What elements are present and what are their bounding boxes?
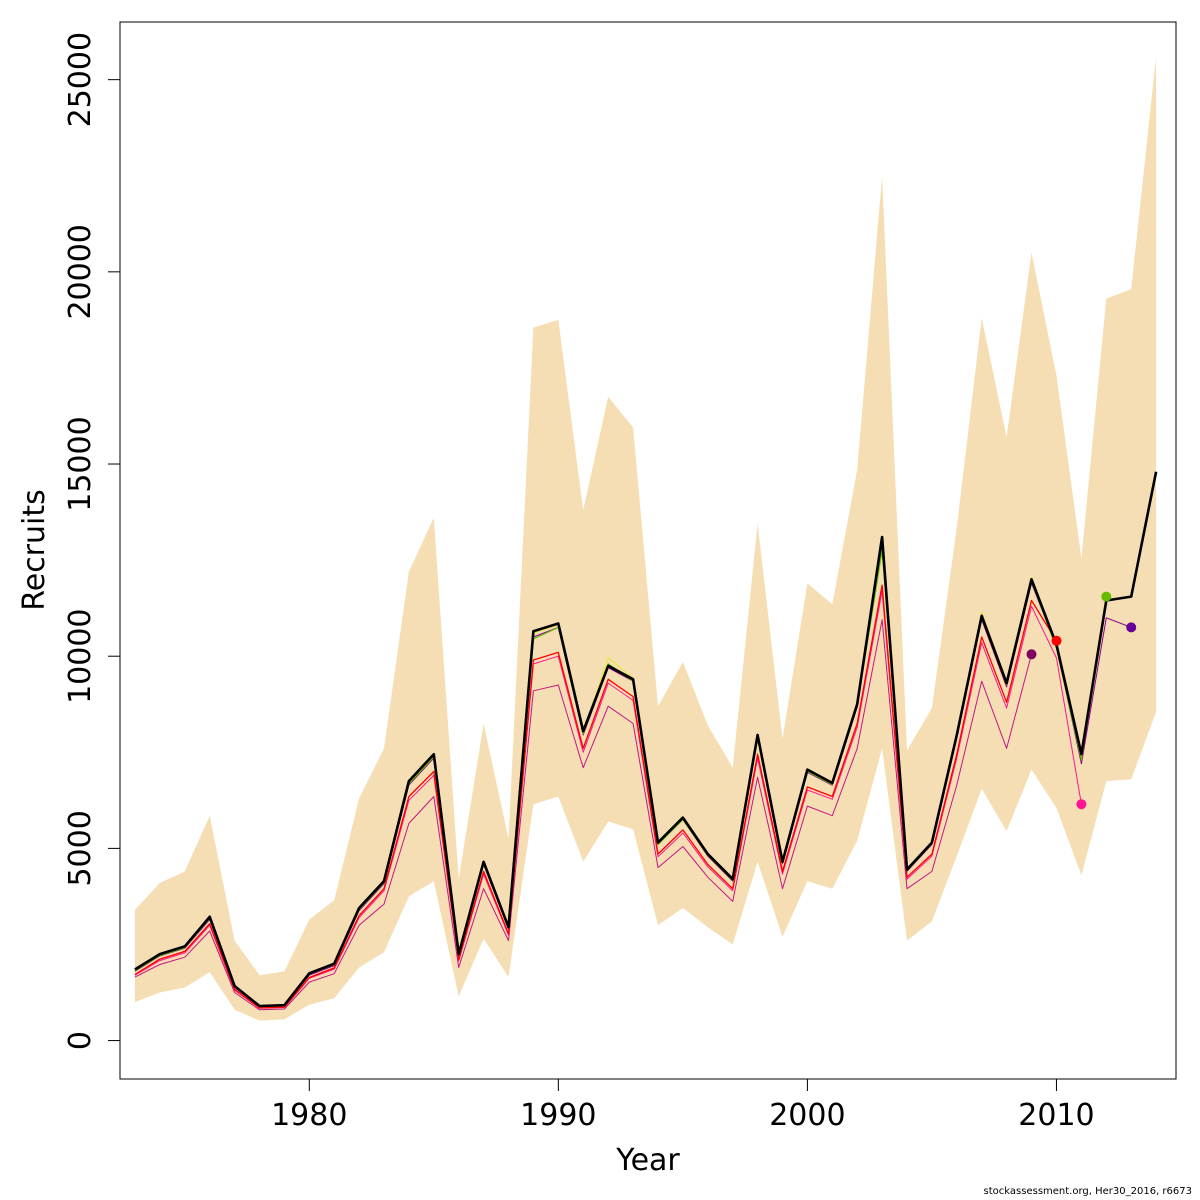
y-tick-label-5000: 5000 [63,810,98,886]
endpoint-marker-2009 [1026,649,1037,660]
endpoint-marker-2012 [1101,591,1112,602]
x-tick-label-2010: 2010 [1018,1098,1094,1133]
y-tick-label-20000: 20000 [63,224,98,319]
series-lines [134,471,1158,1011]
credit-text: stockassessment.org, Her30_2016, r6673 [983,1186,1192,1197]
y-tick-label-10000: 10000 [63,608,98,703]
y-axis-title: Recruits [17,489,52,611]
endpoint-markers [1026,591,1137,810]
y-tick-label-15000: 15000 [63,416,98,511]
series-line-6 [134,619,1032,1011]
endpoint-marker-2013 [1126,622,1137,633]
series-line-1 [134,471,1158,1008]
y-axis: 0 5000 10000 15000 20000 25000 [63,32,120,1050]
band-area [134,56,1157,1021]
y-tick-label-0: 0 [63,1031,98,1050]
x-tick-label-2000: 2000 [769,1098,845,1133]
y-tick-label-25000: 25000 [63,32,98,127]
x-axis: 1980 1990 2000 2010 [271,1079,1095,1133]
plot-frame [119,21,1177,1080]
x-axis-title: Year [615,1143,680,1178]
x-tick-label-1980: 1980 [271,1098,347,1133]
confidence-band [134,56,1157,1021]
x-tick-label-1990: 1990 [520,1098,596,1133]
endpoint-marker-2011 [1076,799,1087,810]
endpoint-marker-2010 [1051,635,1062,646]
